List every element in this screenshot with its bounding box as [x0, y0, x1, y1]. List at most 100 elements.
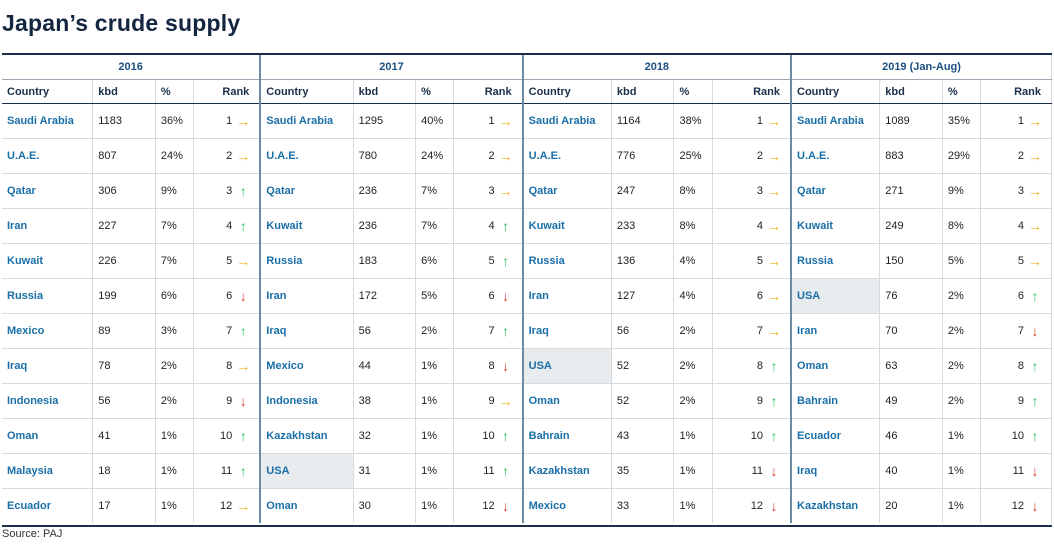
- rank-cell: 9 ↓: [193, 383, 262, 419]
- rank-number: 8: [756, 360, 764, 372]
- down-arrow-icon: ↓: [502, 498, 510, 514]
- kbd-cell: 20: [879, 488, 943, 523]
- kbd-cell: 1183: [92, 103, 156, 139]
- percent-cell: 1%: [415, 453, 455, 489]
- kbd-cell: 780: [353, 138, 417, 174]
- country-cell: Bahrain: [522, 418, 612, 454]
- kbd-cell: 41: [92, 418, 156, 454]
- kbd-cell: 52: [611, 348, 675, 384]
- rank-number: 11: [220, 465, 233, 477]
- right-arrow-icon: →: [498, 148, 513, 164]
- right-arrow-icon: →: [767, 183, 782, 199]
- down-arrow-icon: ↓: [770, 498, 778, 514]
- rank-cell: 11 ↓: [980, 453, 1052, 489]
- rank-number: 9: [1017, 395, 1024, 407]
- percent-cell: 40%: [415, 103, 455, 139]
- percent-cell: 2%: [415, 313, 455, 349]
- rank-cell: 6 ↑: [980, 278, 1052, 314]
- rank-number: 11: [751, 465, 764, 477]
- kbd-cell: 236: [353, 208, 417, 244]
- rank-cell: 4 ↑: [193, 208, 262, 244]
- rank-cell: 1 →: [712, 103, 793, 139]
- kbd-cell: 38: [353, 383, 417, 419]
- rank-number: 4: [756, 220, 764, 232]
- rank-cell: 4 ↑: [453, 208, 524, 244]
- period-header: 2019 (Jan-Aug): [791, 55, 1053, 80]
- rank-cell: 12 →: [193, 488, 262, 523]
- rank-number: 5: [1017, 255, 1024, 267]
- kbd-cell: 18: [92, 453, 156, 489]
- right-arrow-icon: →: [236, 358, 251, 374]
- rank-cell: 6 ↓: [193, 278, 262, 314]
- country-cell: Kuwait: [2, 243, 94, 279]
- country-cell: Bahrain: [791, 383, 881, 419]
- country-cell: Malaysia: [2, 453, 94, 489]
- kbd-cell: 306: [92, 173, 156, 209]
- percent-cell: 2%: [673, 348, 713, 384]
- country-cell: Oman: [260, 488, 354, 523]
- kbd-cell: 1164: [611, 103, 675, 139]
- rank-number: 10: [1011, 430, 1024, 442]
- down-arrow-icon: ↓: [239, 288, 247, 304]
- column-header-rank: Rank: [980, 79, 1052, 104]
- up-arrow-icon: ↑: [502, 428, 510, 444]
- rank-number: 8: [1017, 360, 1024, 372]
- percent-cell: 1%: [415, 348, 455, 384]
- rank-cell: 9 ↑: [980, 383, 1052, 419]
- right-arrow-icon: →: [1028, 148, 1042, 164]
- column-header-percent: %: [155, 79, 195, 104]
- percent-cell: 2%: [155, 383, 195, 419]
- country-cell: Iraq: [2, 348, 94, 384]
- rank-cell: 2 →: [980, 138, 1052, 174]
- percent-cell: 5%: [942, 243, 982, 279]
- table-row: Russia 199 6% 6 ↓ Iran 172 5% 6 ↓ Iran 127 4% 6 → USA 76…: [2, 278, 1052, 314]
- country-cell: Kuwait: [522, 208, 612, 244]
- rank-cell: 9 →: [453, 383, 524, 419]
- country-cell: Oman: [522, 383, 612, 419]
- rank-number: 9: [756, 395, 764, 407]
- up-arrow-icon: ↑: [770, 393, 778, 409]
- column-header-country: Country: [2, 79, 94, 104]
- kbd-cell: 33: [611, 488, 675, 523]
- kbd-cell: 32: [353, 418, 417, 454]
- table-row: Ecuador 17 1% 12 → Oman 30 1% 12 ↓ Mexico 33 1% 12 ↓ Ka…: [2, 488, 1052, 523]
- up-arrow-icon: ↑: [502, 323, 510, 339]
- rank-number: 6: [756, 290, 764, 302]
- up-arrow-icon: ↑: [239, 183, 247, 199]
- country-cell: Saudi Arabia: [791, 103, 881, 139]
- rank-cell: 2 →: [193, 138, 262, 174]
- right-arrow-icon: →: [498, 393, 513, 409]
- period-header: 2017: [260, 55, 524, 80]
- table-row: U.A.E. 807 24% 2 → U.A.E. 780 24% 2 → U.A.E. 776 25%…: [2, 138, 1052, 174]
- rank-cell: 2 →: [453, 138, 524, 174]
- column-header-rank: Rank: [712, 79, 793, 104]
- up-arrow-icon: ↑: [1031, 358, 1039, 374]
- source-note: Source: PAJ: [2, 528, 63, 540]
- rank-number: 3: [1017, 185, 1024, 197]
- kbd-cell: 35: [611, 453, 675, 489]
- kbd-cell: 271: [879, 173, 943, 209]
- rank-cell: 8 ↑: [980, 348, 1052, 384]
- kbd-cell: 63: [879, 348, 943, 384]
- percent-cell: 2%: [673, 313, 713, 349]
- rank-number: 4: [226, 220, 233, 232]
- column-header-kbd: kbd: [353, 79, 417, 104]
- percent-cell: 38%: [673, 103, 713, 139]
- country-cell: Ecuador: [791, 418, 881, 454]
- rank-cell: 1 →: [193, 103, 262, 139]
- percent-cell: 1%: [673, 488, 713, 523]
- rank-number: 2: [488, 150, 495, 162]
- country-cell: Kazakhstan: [522, 453, 612, 489]
- rank-number: 1: [756, 115, 764, 127]
- table-row: Kuwait 226 7% 5 → Russia 183 6% 5 ↑ Russia 136 4% 5 → R…: [2, 243, 1052, 279]
- right-arrow-icon: →: [236, 498, 251, 514]
- country-cell: Indonesia: [2, 383, 94, 419]
- percent-cell: 25%: [673, 138, 713, 174]
- rank-cell: 8 →: [193, 348, 262, 384]
- country-cell: USA: [260, 453, 354, 489]
- table-row: Iran 227 7% 4 ↑ Kuwait 236 7% 4 ↑ Kuwait 233 8% 4 → Kuw…: [2, 208, 1052, 244]
- right-arrow-icon: →: [767, 148, 782, 164]
- up-arrow-icon: ↑: [770, 358, 778, 374]
- column-header-rank: Rank: [453, 79, 524, 104]
- percent-cell: 1%: [673, 418, 713, 454]
